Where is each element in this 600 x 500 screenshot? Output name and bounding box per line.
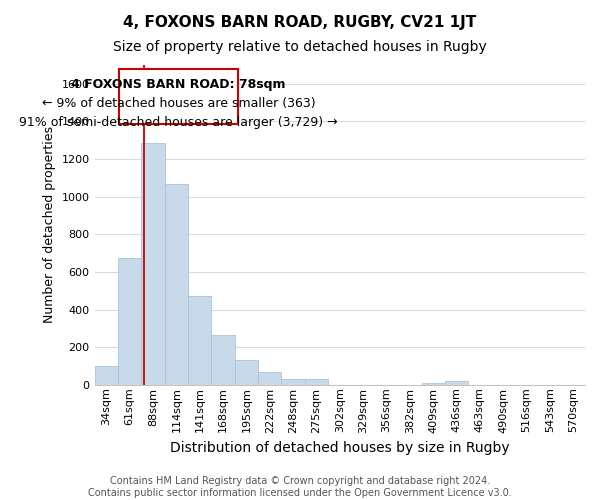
Bar: [305, 379, 328, 385]
Bar: [95, 366, 118, 385]
Bar: [142, 143, 164, 385]
Text: ← 9% of detached houses are smaller (363): ← 9% of detached houses are smaller (363…: [42, 97, 316, 110]
Text: 4 FOXONS BARN ROAD: 78sqm: 4 FOXONS BARN ROAD: 78sqm: [71, 78, 286, 91]
Text: 91% of semi-detached houses are larger (3,729) →: 91% of semi-detached houses are larger (…: [19, 116, 338, 129]
Text: Size of property relative to detached houses in Rugby: Size of property relative to detached ho…: [113, 40, 487, 54]
FancyBboxPatch shape: [119, 69, 238, 124]
Bar: [422, 383, 445, 385]
Bar: [164, 184, 188, 385]
X-axis label: Distribution of detached houses by size in Rugby: Distribution of detached houses by size …: [170, 441, 509, 455]
Text: Contains HM Land Registry data © Crown copyright and database right 2024.
Contai: Contains HM Land Registry data © Crown c…: [88, 476, 512, 498]
Bar: [211, 335, 235, 385]
Bar: [258, 372, 281, 385]
Text: 4, FOXONS BARN ROAD, RUGBY, CV21 1JT: 4, FOXONS BARN ROAD, RUGBY, CV21 1JT: [124, 15, 476, 30]
Bar: [235, 360, 258, 385]
Bar: [445, 381, 468, 385]
Bar: [188, 296, 211, 385]
Bar: [118, 258, 142, 385]
Y-axis label: Number of detached properties: Number of detached properties: [43, 126, 56, 324]
Bar: [281, 379, 305, 385]
